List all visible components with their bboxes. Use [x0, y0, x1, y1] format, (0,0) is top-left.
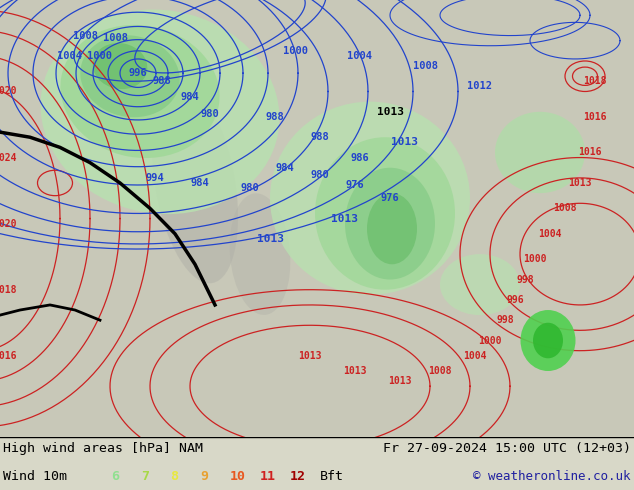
Text: © weatheronline.co.uk: © weatheronline.co.uk: [474, 470, 631, 483]
Text: 980: 980: [241, 183, 259, 193]
Text: 1013: 1013: [343, 366, 366, 376]
Text: 986: 986: [351, 152, 370, 163]
Text: 12: 12: [290, 470, 306, 483]
Text: 994: 994: [146, 173, 164, 183]
Text: 988: 988: [153, 76, 171, 86]
Text: 1016: 1016: [583, 112, 607, 122]
Text: 988: 988: [266, 112, 285, 122]
Text: 1013: 1013: [392, 137, 418, 147]
Text: 1008: 1008: [553, 203, 577, 213]
Ellipse shape: [495, 112, 585, 193]
Text: 1016: 1016: [0, 351, 16, 361]
Text: 7: 7: [141, 470, 149, 483]
Ellipse shape: [93, 43, 147, 89]
Ellipse shape: [41, 9, 280, 214]
Text: 976: 976: [380, 193, 399, 203]
Ellipse shape: [152, 83, 238, 283]
Text: 980: 980: [200, 109, 219, 119]
Ellipse shape: [367, 193, 417, 264]
Text: 998: 998: [516, 274, 534, 285]
Text: 1004: 1004: [463, 351, 487, 361]
Text: 1004: 1004: [347, 51, 373, 61]
Text: 1020: 1020: [0, 86, 16, 97]
Text: 1008: 1008: [428, 366, 452, 376]
Text: 1000: 1000: [478, 336, 501, 345]
Text: 1013: 1013: [388, 376, 411, 386]
Text: 984: 984: [191, 178, 209, 188]
Text: 1013: 1013: [377, 107, 403, 117]
Ellipse shape: [315, 137, 455, 290]
Ellipse shape: [60, 25, 219, 158]
Text: 1018: 1018: [0, 285, 16, 294]
Text: 976: 976: [346, 180, 365, 190]
Text: 998: 998: [496, 315, 514, 325]
Text: 996: 996: [129, 68, 147, 78]
Ellipse shape: [230, 193, 290, 315]
Ellipse shape: [81, 35, 179, 117]
Text: 996: 996: [506, 295, 524, 305]
Ellipse shape: [533, 323, 563, 358]
Text: 6: 6: [111, 470, 119, 483]
Ellipse shape: [440, 254, 520, 315]
Text: 1018: 1018: [583, 76, 607, 86]
Text: High wind areas [hPa] NAM: High wind areas [hPa] NAM: [3, 442, 203, 455]
Text: 1013: 1013: [298, 351, 321, 361]
Text: 1016: 1016: [578, 147, 602, 157]
Text: Bft: Bft: [320, 470, 344, 483]
Text: 980: 980: [311, 170, 330, 180]
Ellipse shape: [521, 310, 576, 371]
Text: 1012: 1012: [467, 81, 493, 92]
Text: 1013: 1013: [257, 234, 283, 244]
Text: 8: 8: [171, 470, 179, 483]
Text: 1008: 1008: [413, 61, 437, 71]
Text: 9: 9: [200, 470, 209, 483]
Text: 1024: 1024: [0, 152, 16, 163]
Text: 1000: 1000: [283, 46, 307, 56]
Text: 11: 11: [260, 470, 276, 483]
Text: 1008: 1008: [103, 33, 127, 43]
Text: 1020: 1020: [0, 219, 16, 229]
Text: Wind 10m: Wind 10m: [3, 470, 67, 483]
Text: 1004: 1004: [58, 51, 82, 61]
Text: 988: 988: [311, 132, 330, 142]
Text: 1000: 1000: [87, 51, 112, 61]
Text: 1013: 1013: [332, 214, 358, 223]
Ellipse shape: [270, 101, 470, 295]
Ellipse shape: [345, 168, 435, 279]
Text: 10: 10: [230, 470, 246, 483]
Text: 1013: 1013: [568, 178, 592, 188]
Text: Fr 27-09-2024 15:00 UTC (12+03): Fr 27-09-2024 15:00 UTC (12+03): [383, 442, 631, 455]
Text: 984: 984: [181, 92, 199, 101]
Text: 984: 984: [276, 163, 294, 172]
Text: 1008: 1008: [72, 30, 98, 41]
Text: 1004: 1004: [538, 229, 562, 239]
Text: 1000: 1000: [523, 254, 547, 264]
